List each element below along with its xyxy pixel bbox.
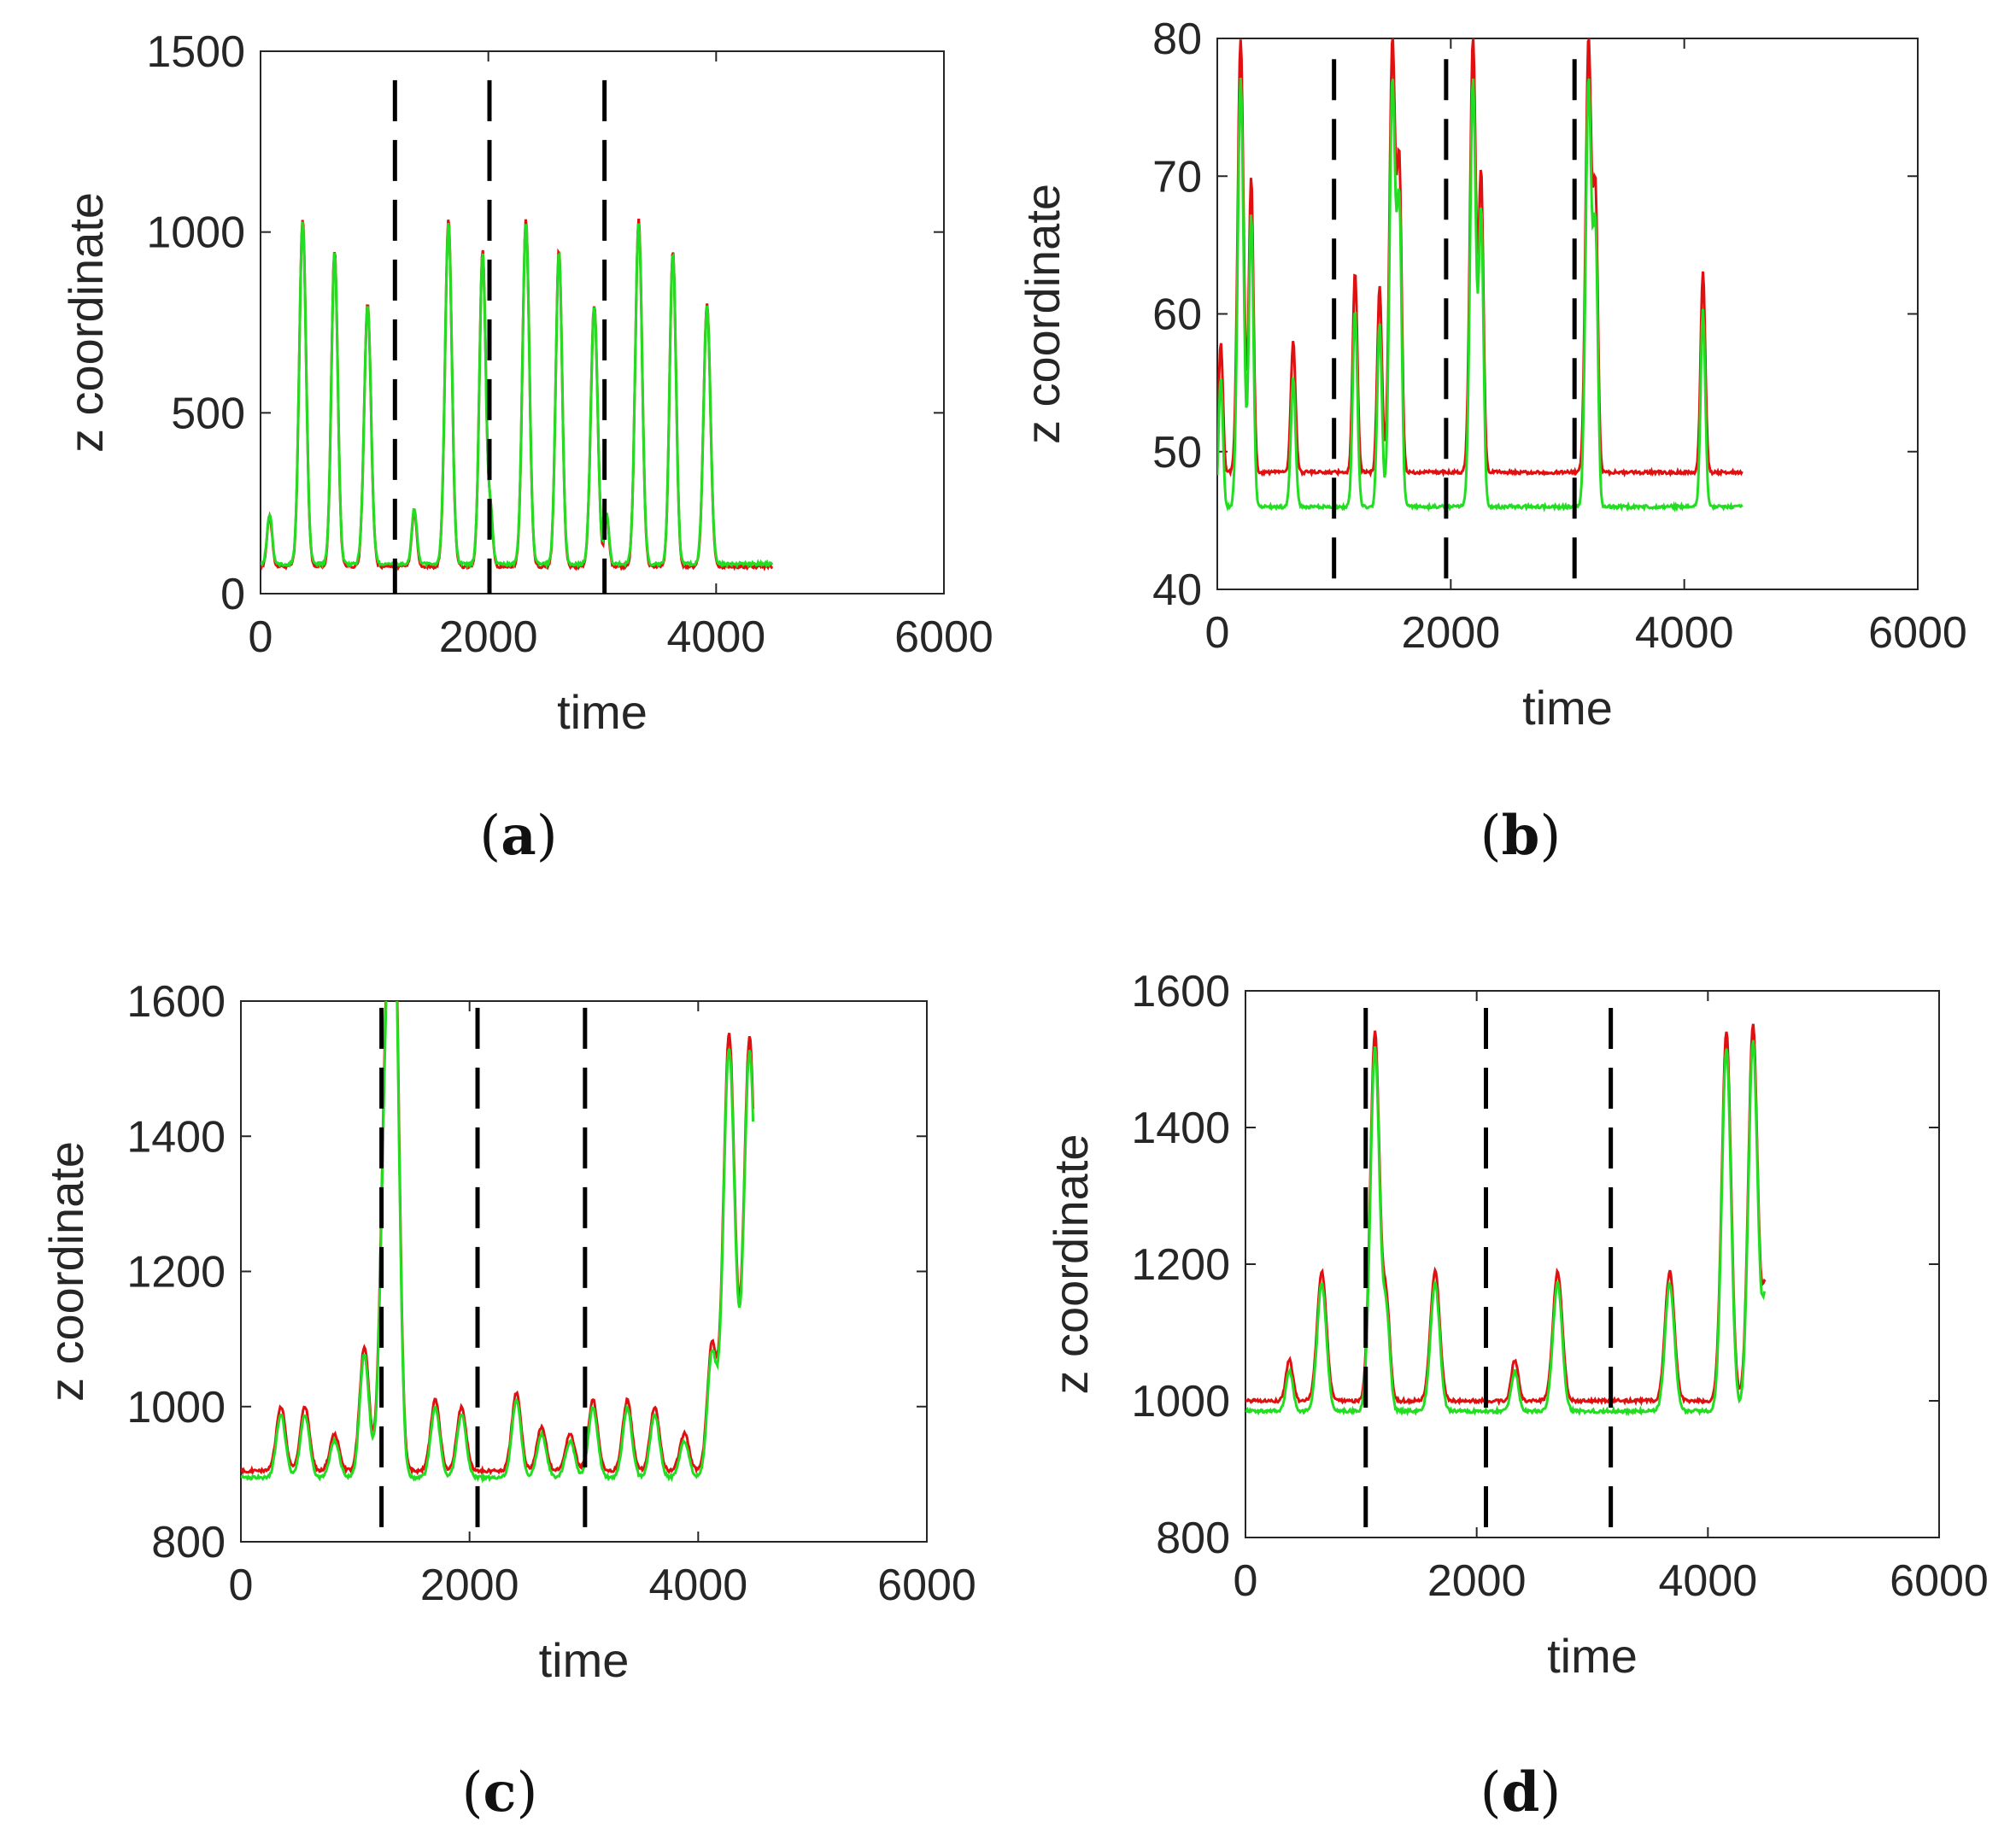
panel-label: (c) xyxy=(462,1760,538,1824)
x-axis-label: time xyxy=(557,685,648,739)
x-tick-label: 2000 xyxy=(1401,608,1500,658)
x-tick-label: 0 xyxy=(1205,608,1230,658)
series-line-green xyxy=(241,1001,755,1484)
x-axis-label: time xyxy=(1522,681,1613,735)
x-tick-label: 0 xyxy=(249,612,273,662)
series-line-green xyxy=(261,221,774,570)
y-tick-label: 50 xyxy=(1152,428,1202,477)
y-tick-label: 1400 xyxy=(126,1112,226,1162)
x-tick-label: 0 xyxy=(229,1561,254,1610)
x-tick-label: 2000 xyxy=(1427,1556,1527,1606)
x-tick-label: 4000 xyxy=(648,1561,747,1610)
y-axis-label: z coordinate xyxy=(59,192,113,453)
y-tick-label: 500 xyxy=(171,389,245,438)
x-axis-label: time xyxy=(1547,1629,1638,1683)
y-tick-label: 70 xyxy=(1152,152,1202,202)
y-tick-label: 1500 xyxy=(146,27,245,77)
series-line-green xyxy=(1217,77,1743,512)
panel-d: 0 2000 4000 6000 800 1000 1200 1400 1600 time z co… xyxy=(1044,967,1989,1824)
x-tick-label: 4000 xyxy=(1635,608,1734,658)
y-tick-label: 1600 xyxy=(126,977,226,1027)
x-tick-label: 6000 xyxy=(894,612,993,662)
y-tick-label: 800 xyxy=(1156,1514,1230,1563)
x-tick-label: 6000 xyxy=(877,1561,976,1610)
x-tick-label: 4000 xyxy=(666,612,765,662)
y-tick-label: 80 xyxy=(1152,15,1202,64)
x-tick-label: 2000 xyxy=(439,612,538,662)
axes-box xyxy=(1245,990,1940,1538)
y-tick-label: 0 xyxy=(220,570,245,619)
series-line-red xyxy=(1245,1023,1767,1407)
y-tick-label: 1400 xyxy=(1131,1104,1230,1153)
x-tick-label: 4000 xyxy=(1658,1556,1757,1606)
y-axis-label: z coordinate xyxy=(39,1141,93,1402)
panel-c: 0 2000 4000 6000 800 1000 1200 1400 1600 time z co… xyxy=(39,977,976,1824)
series-line-red xyxy=(241,1001,755,1476)
panel-b: 0 2000 4000 6000 40 50 60 70 80 time z coordinate (… xyxy=(1016,15,1967,868)
panel-label: (a) xyxy=(479,804,557,868)
y-tick-label: 40 xyxy=(1152,565,1202,615)
x-axis-label: time xyxy=(539,1633,630,1687)
x-tick-label: 0 xyxy=(1234,1556,1258,1606)
y-axis-label: z coordinate xyxy=(1016,184,1070,444)
y-tick-label: 60 xyxy=(1152,290,1202,340)
y-tick-label: 1000 xyxy=(126,1383,226,1432)
series-line-red xyxy=(1217,38,1743,478)
y-tick-label: 1600 xyxy=(1131,967,1230,1016)
y-tick-label: 800 xyxy=(151,1518,226,1567)
x-tick-label: 6000 xyxy=(1890,1556,1989,1606)
axes-box xyxy=(260,50,945,594)
panel-label: (d) xyxy=(1480,1760,1562,1824)
y-tick-label: 1200 xyxy=(1131,1240,1230,1290)
panel-a: 0 2000 4000 6000 0 500 1000 1500 time z coordinat… xyxy=(59,27,993,868)
x-tick-label: 6000 xyxy=(1868,608,1967,658)
y-tick-label: 1000 xyxy=(1131,1377,1230,1426)
y-tick-label: 1000 xyxy=(146,208,245,258)
y-tick-label: 1200 xyxy=(126,1248,226,1297)
panel-label: (b) xyxy=(1480,804,1562,868)
series-line-green xyxy=(1245,1040,1766,1417)
y-axis-label: z coordinate xyxy=(1044,1133,1098,1394)
x-tick-label: 2000 xyxy=(420,1561,519,1610)
